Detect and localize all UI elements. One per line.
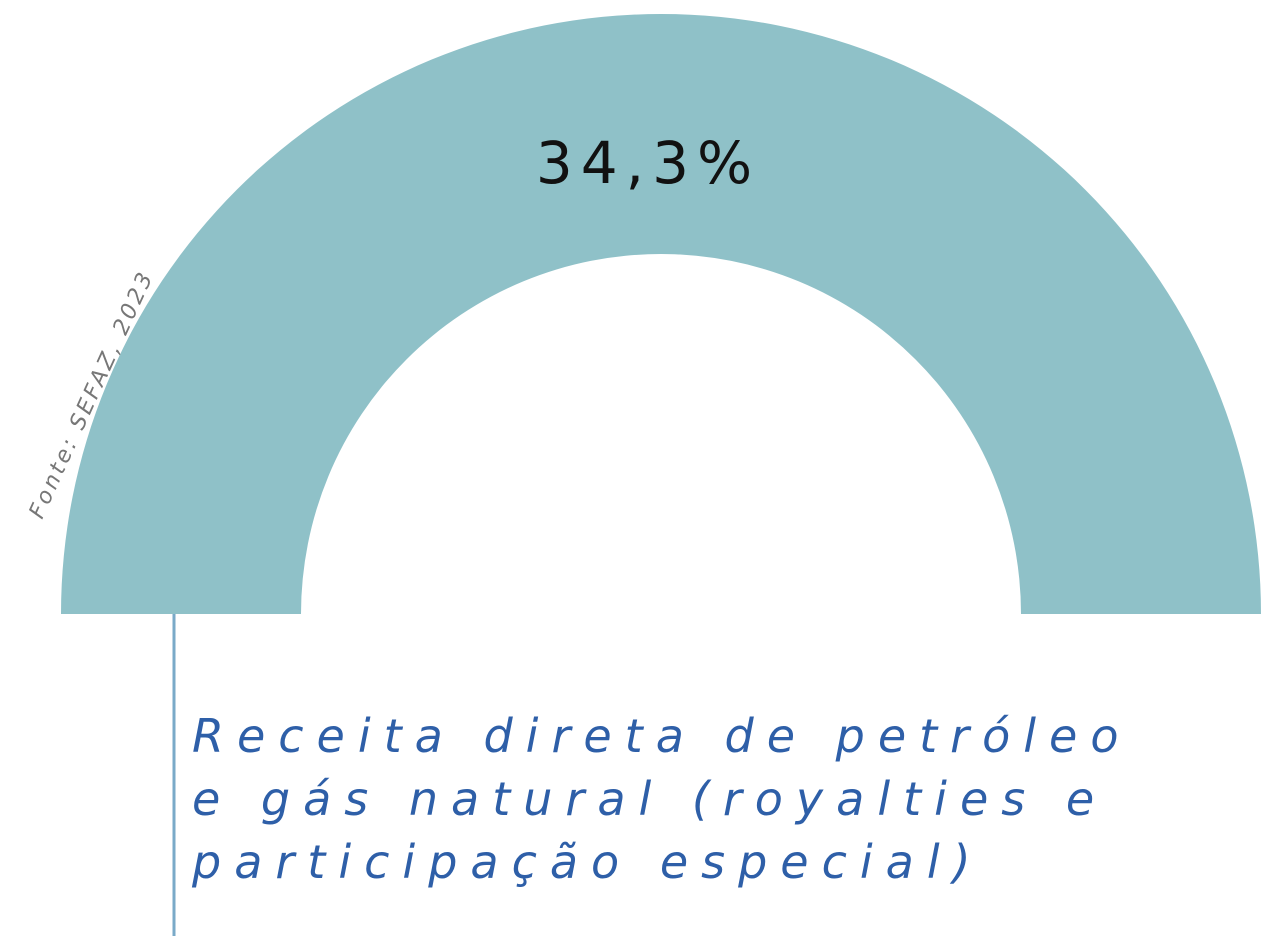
- description-line: participação especial): [191, 835, 984, 889]
- description-line: Receita direta de petróleo: [192, 709, 1131, 763]
- value-label: 34,3%: [536, 129, 760, 197]
- description-line: e gás natural (royalties e: [192, 772, 1107, 826]
- description: Receita direta de petróleo e gás natural …: [191, 709, 1131, 889]
- half-donut: [61, 14, 1261, 614]
